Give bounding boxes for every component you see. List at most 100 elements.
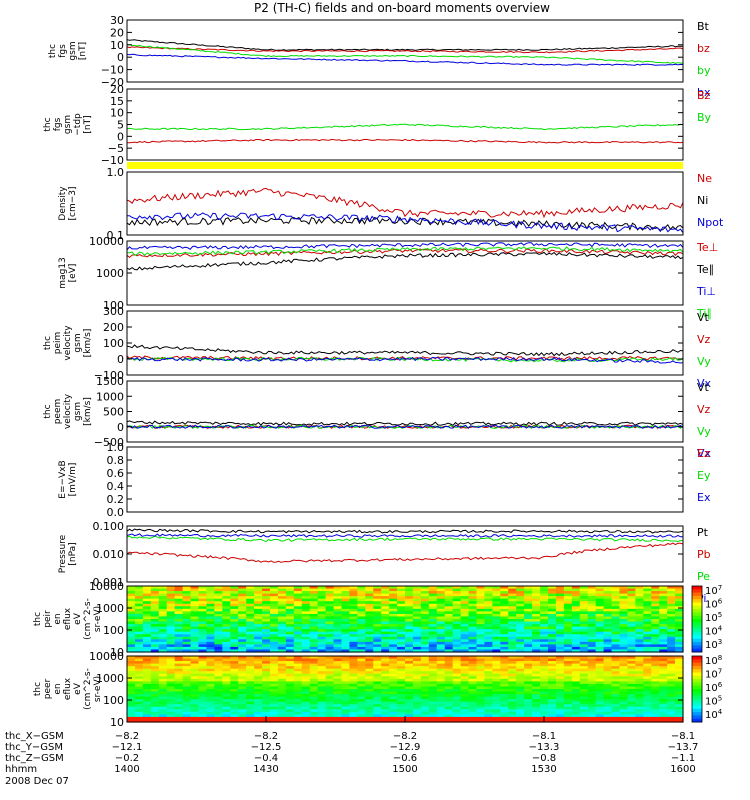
- spectrogram-cell: [174, 644, 184, 648]
- spectrogram-cell: [659, 709, 668, 713]
- spectrogram-cell: [635, 586, 644, 590]
- spectrogram-cell: [174, 636, 184, 640]
- spectrogram-cell: [571, 686, 581, 690]
- spectrogram-cell: [619, 619, 628, 623]
- spectrogram-cell: [476, 691, 486, 695]
- spectrogram-cell: [675, 694, 684, 698]
- spectrogram-cell: [651, 624, 660, 628]
- spectrogram-cell: [595, 641, 605, 645]
- spectrogram-cell: [134, 683, 144, 688]
- spectrogram-cell: [635, 616, 644, 620]
- spectrogram-cell: [587, 706, 597, 710]
- spectrogram-cell: [190, 714, 200, 718]
- spectrogram-cell: [420, 709, 430, 713]
- spectrogram-cell: [365, 701, 374, 705]
- spectrogram-cell: [277, 678, 287, 682]
- spectrogram-cell: [174, 646, 184, 651]
- spectrogram-cell: [627, 699, 636, 703]
- spectrogram-cell: [389, 644, 398, 648]
- spectrogram-cell: [659, 641, 668, 645]
- spectrogram-cell: [230, 644, 239, 648]
- spectrogram-cell: [293, 719, 303, 723]
- spectrogram-cell: [460, 709, 470, 713]
- spectrogram-cell: [452, 681, 462, 685]
- spectrogram-cell: [238, 608, 247, 612]
- spectrogram-cell: [198, 641, 208, 645]
- spectrogram-cell: [627, 619, 636, 623]
- spectrogram-cell: [524, 676, 533, 680]
- spectrogram-cell: [174, 626, 184, 630]
- spectrogram-cell: [293, 668, 303, 672]
- y-axis-label-line: eV: [73, 682, 83, 695]
- spectrogram-cell: [333, 624, 343, 628]
- spectrogram-cell: [134, 629, 144, 633]
- spectrogram-cell: [428, 691, 438, 695]
- spectrogram-cell: [238, 666, 247, 670]
- spectrogram-cell: [603, 678, 613, 682]
- spectrogram-cell: [571, 671, 581, 675]
- spectrogram-cell: [571, 701, 581, 705]
- spectrogram-cell: [397, 624, 406, 628]
- spectrogram-cell: [516, 676, 525, 680]
- spectrogram-cell: [627, 704, 636, 708]
- spectrogram-cell: [389, 686, 398, 690]
- spectrogram-cell: [142, 689, 152, 693]
- spectrogram-cell: [484, 666, 493, 670]
- spectrogram-cell: [222, 611, 231, 615]
- spectrogram-cell: [508, 671, 517, 675]
- spectrogram-cell: [254, 666, 263, 670]
- spectrogram-cell: [603, 711, 613, 715]
- spectrogram-cell: [142, 666, 152, 670]
- spectrogram-cell: [492, 673, 501, 677]
- spectrogram-cell: [611, 706, 621, 710]
- spectrogram-cell: [524, 678, 533, 682]
- spectrogram-cell: [571, 683, 581, 688]
- spectrogram-cell: [142, 658, 152, 662]
- spectrogram-cell: [492, 649, 501, 653]
- spectrogram-cell: [492, 626, 501, 630]
- spectrogram-cell: [643, 619, 652, 623]
- y-tick-label: 500: [103, 406, 124, 419]
- spectrogram-cell: [563, 591, 573, 595]
- spectrogram-cell: [587, 596, 597, 600]
- spectrogram-cell: [571, 719, 581, 723]
- spectrogram-cell: [500, 626, 509, 630]
- spectrogram-cell: [150, 636, 160, 640]
- spectrogram-cell: [301, 646, 311, 651]
- colorbar-step: [692, 715, 702, 720]
- spectrogram-cell: [206, 661, 215, 665]
- spectrogram-cell: [373, 671, 382, 675]
- spectrogram-cell: [595, 611, 605, 615]
- spectrogram-cell: [547, 626, 557, 630]
- spectrogram-cell: [285, 676, 295, 680]
- spectrogram-cell: [198, 613, 208, 618]
- spectrogram-cell: [222, 676, 231, 680]
- spectrogram-cell: [651, 591, 660, 595]
- spectrogram-cell: [460, 673, 470, 677]
- spectrogram-cell: [468, 613, 478, 618]
- spectrogram-cell: [134, 668, 144, 672]
- spectrogram-cell: [293, 591, 303, 595]
- y-tick-label: 10000: [89, 235, 124, 248]
- spectrogram-cell: [262, 691, 271, 695]
- spectrogram-cell: [254, 711, 263, 715]
- spectrogram-cell: [405, 704, 414, 708]
- spectrogram-cell: [452, 714, 462, 718]
- spectrogram-cell: [500, 714, 509, 718]
- spectrogram-cell: [349, 608, 358, 612]
- spectrogram-cell: [309, 641, 319, 645]
- spectrogram-cell: [563, 624, 573, 628]
- spectrogram-cell: [555, 676, 565, 680]
- spectrogram-cell: [341, 596, 350, 600]
- spectrogram-cell: [635, 671, 644, 675]
- spectrogram-cell: [142, 678, 152, 682]
- spectrogram-cell: [373, 686, 382, 690]
- spectrogram-cell: [142, 696, 152, 700]
- spectrogram-cell: [500, 606, 509, 610]
- spectrogram-cell: [341, 591, 350, 595]
- spectrogram-cell: [365, 649, 374, 653]
- spectrogram-cell: [381, 666, 390, 670]
- spectrogram-cell: [190, 658, 200, 662]
- spectrogram-cell: [484, 616, 493, 620]
- spectrogram-cell: [238, 649, 247, 653]
